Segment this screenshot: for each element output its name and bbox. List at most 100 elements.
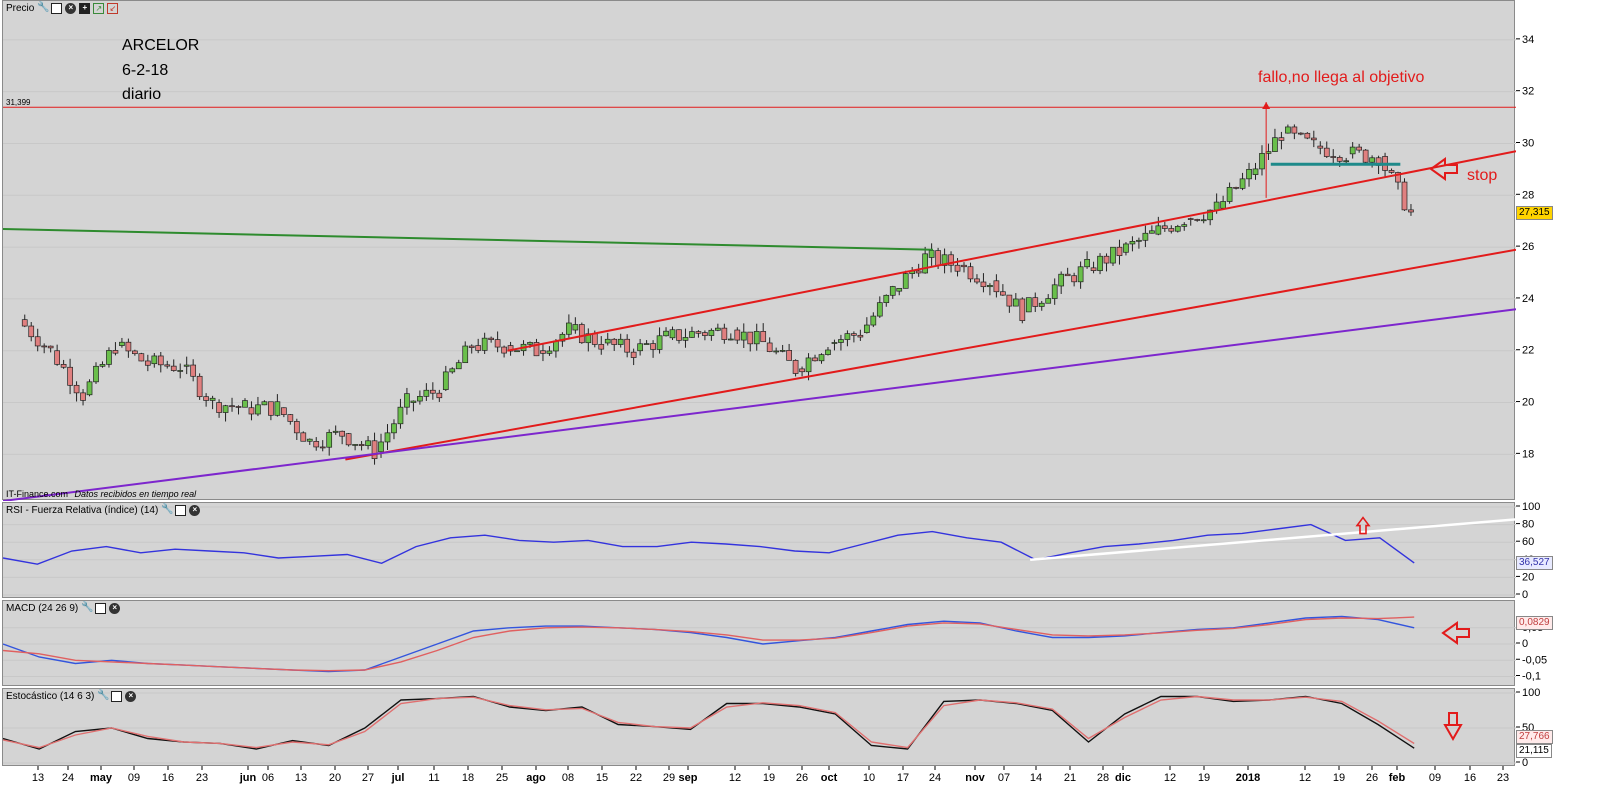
plus-icon[interactable]: +: [79, 3, 91, 14]
candle-bullish: [1207, 209, 1214, 221]
price-tick-label: 34: [1522, 34, 1534, 46]
candle-bearish: [28, 325, 35, 338]
rsi-panel-header: RSI - Fuerza Relativa (índice) (14) 🔧 ×: [6, 504, 201, 516]
x-tick-label: 11: [428, 772, 439, 784]
candle-bearish: [488, 337, 494, 340]
x-tick-label: 24: [62, 772, 74, 784]
candle-bearish: [60, 364, 67, 368]
candle-bearish: [1336, 157, 1343, 162]
candle-bullish: [1038, 302, 1045, 307]
close-icon[interactable]: ×: [189, 505, 201, 516]
x-tick-label: sep: [679, 772, 698, 784]
candles-group: [21, 124, 1414, 465]
candle-bearish: [935, 250, 941, 266]
window-icon[interactable]: [95, 603, 107, 614]
candle-bullish: [1213, 201, 1220, 211]
x-tick-label: 29: [663, 772, 675, 784]
x-tick-label: 16: [162, 772, 174, 784]
candle-bearish: [157, 355, 164, 366]
source-name: IT-Finance.com: [6, 489, 69, 499]
candle-bullish: [831, 342, 838, 344]
window-icon[interactable]: [111, 691, 123, 702]
candle-bearish: [287, 414, 294, 422]
wrench-icon[interactable]: 🔧: [81, 602, 94, 613]
candle-bullish: [1045, 298, 1052, 304]
candle-bullish: [514, 350, 520, 353]
x-tick-label: 09: [1429, 772, 1441, 784]
series-line: [3, 523, 1415, 565]
close-icon[interactable]: ×: [125, 691, 137, 702]
x-tick-label: 15: [596, 772, 608, 784]
candle-bullish: [255, 404, 261, 415]
candle-bullish: [177, 370, 184, 372]
price-panel-title: Precio: [6, 3, 35, 14]
x-tick-label: ago: [526, 772, 546, 784]
import-icon[interactable]: ↙: [107, 3, 119, 14]
candle-bearish: [734, 329, 741, 341]
price-level-label: 31,399: [6, 98, 31, 107]
candle-bullish: [922, 253, 928, 274]
panel-tick-label: 100: [1522, 502, 1540, 513]
candle-bearish: [591, 333, 598, 345]
x-tick-label: 25: [496, 772, 508, 784]
close-icon[interactable]: ×: [65, 3, 77, 14]
x-tick-label: 09: [128, 772, 140, 784]
x-tick-label: 26: [796, 772, 808, 784]
x-tick-label: 23: [196, 772, 208, 784]
candle-bullish: [442, 371, 449, 390]
candle-bearish: [721, 327, 728, 340]
x-tick-label: 2018: [1236, 772, 1260, 784]
panel-tick-label: 20: [1522, 571, 1534, 583]
x-tick-label: feb: [1389, 772, 1406, 784]
window-icon[interactable]: [175, 505, 187, 516]
candle-bearish: [1019, 298, 1026, 321]
candle-bullish: [455, 362, 462, 370]
candle-bullish: [1025, 297, 1032, 313]
candle-bearish: [196, 375, 203, 398]
x-tick-label: 21: [1064, 772, 1076, 784]
candle-bullish: [1252, 168, 1259, 175]
lower-channel-line: [345, 248, 1516, 461]
candle-bullish: [527, 342, 533, 345]
candle-bearish: [1395, 172, 1401, 183]
wrench-icon[interactable]: 🔧: [37, 2, 50, 13]
wrench-icon[interactable]: 🔧: [97, 690, 110, 701]
candle-bearish: [540, 350, 546, 354]
price-chart-svg: [3, 39, 1516, 501]
candle-bearish: [1356, 146, 1362, 151]
candle-bearish: [494, 339, 501, 348]
candle-bullish: [779, 350, 786, 352]
candle-bearish: [1071, 275, 1077, 283]
x-tick-label: nov: [965, 772, 985, 784]
price-tick-label: 32: [1522, 86, 1534, 98]
x-tick-label: jul: [391, 772, 405, 784]
candle-bullish: [410, 400, 417, 403]
candle-bearish: [429, 389, 436, 394]
candle-bullish: [1174, 226, 1181, 232]
candle-bearish: [915, 270, 922, 274]
candle-bearish: [34, 336, 41, 347]
candle-bearish: [54, 350, 60, 365]
candle-bearish: [1006, 294, 1013, 307]
candle-bullish: [1349, 146, 1356, 155]
price-scale-svg: 18 20 22 24 26 28 30 32 34: [1516, 34, 1534, 460]
window-icon[interactable]: [51, 3, 63, 14]
close-icon[interactable]: ×: [109, 603, 121, 614]
timeframe-label: diario: [122, 86, 162, 103]
x-tick-label: 14: [1030, 772, 1042, 784]
candle-bullish: [740, 331, 747, 341]
candle-bearish: [961, 264, 967, 268]
candle-bearish: [954, 264, 961, 272]
long-term-support-line: [3, 308, 1516, 501]
export-icon[interactable]: ↗: [93, 3, 105, 14]
wrench-icon[interactable]: 🔧: [161, 504, 174, 515]
candle-bearish: [857, 334, 864, 338]
candle-bullish: [663, 330, 669, 337]
panel-tick-label: 60: [1522, 536, 1534, 548]
candle-bearish: [293, 421, 300, 434]
series-line: [3, 616, 1415, 672]
stoch-scale: 0 50 100 27,766 21,115: [1516, 687, 1600, 769]
price-tick-label: 22: [1522, 345, 1534, 357]
x-tick-label: jun: [239, 772, 257, 784]
x-tick-label: 19: [1198, 772, 1210, 784]
